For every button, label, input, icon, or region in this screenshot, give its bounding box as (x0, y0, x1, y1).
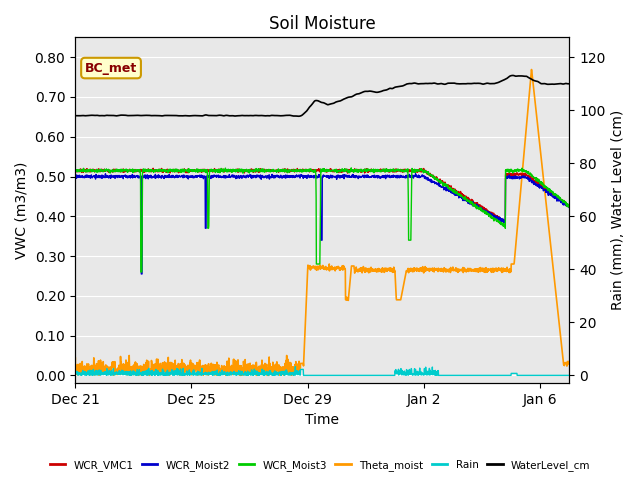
Title: Soil Moisture: Soil Moisture (269, 15, 376, 33)
Y-axis label: Rain (mm), Water Level (cm): Rain (mm), Water Level (cm) (611, 110, 625, 311)
Text: BC_met: BC_met (85, 61, 137, 74)
Y-axis label: VWC (m3/m3): VWC (m3/m3) (15, 162, 29, 259)
Legend: WCR_VMC1, WCR_Moist2, WCR_Moist3, Theta_moist, Rain, WaterLevel_cm: WCR_VMC1, WCR_Moist2, WCR_Moist3, Theta_… (45, 456, 595, 475)
X-axis label: Time: Time (305, 413, 339, 427)
